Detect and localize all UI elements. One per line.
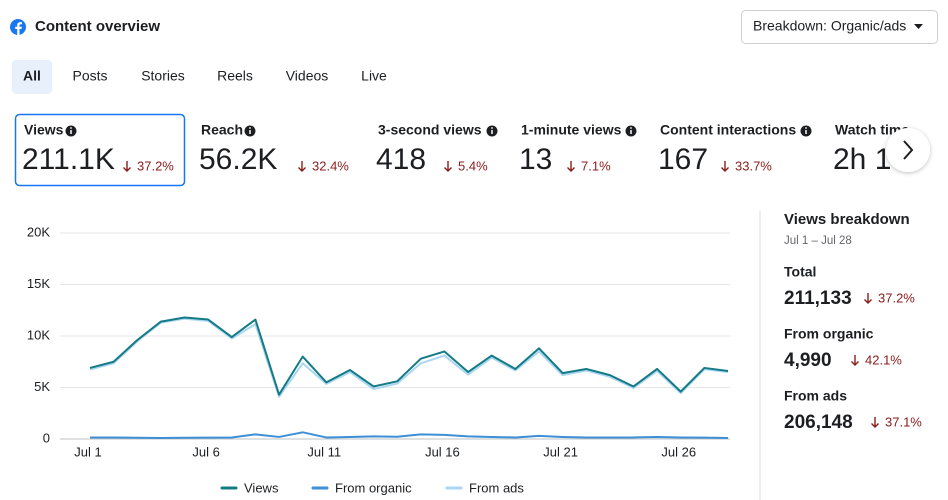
down-arrow bbox=[567, 161, 575, 172]
legend-label: Views bbox=[244, 480, 279, 495]
page-title: Content overview bbox=[35, 18, 160, 35]
down-arrow bbox=[871, 417, 879, 428]
tab[interactable]: Stories bbox=[141, 68, 185, 84]
dropdown-caret bbox=[914, 24, 923, 29]
down-arrow bbox=[444, 161, 452, 172]
info-icon-dot bbox=[630, 127, 632, 129]
metric-change: 7.1% bbox=[581, 158, 611, 173]
breakdown-dropdown[interactable] bbox=[741, 10, 938, 44]
breakdown-change: 37.1% bbox=[885, 414, 922, 429]
breakdown-label: From organic bbox=[784, 326, 874, 342]
down-arrow bbox=[721, 161, 729, 172]
series-line bbox=[89, 316, 729, 396]
metric-value: 418 bbox=[376, 143, 426, 176]
x-tick-label: Jul 1 bbox=[74, 444, 101, 459]
breakdown-label: Total bbox=[784, 264, 816, 280]
legend-label: From organic bbox=[335, 480, 412, 495]
down-arrow bbox=[298, 161, 306, 172]
info-icon-dot bbox=[249, 127, 251, 129]
y-tick-label: 5K bbox=[34, 379, 50, 394]
scroll-right-button[interactable] bbox=[886, 128, 930, 172]
metric-label[interactable]: 1-minute views bbox=[521, 122, 622, 138]
metric-label[interactable]: Content interactions bbox=[660, 122, 796, 138]
y-tick-label: 10K bbox=[27, 327, 50, 342]
metric-value: 13 bbox=[519, 143, 552, 176]
info-icon-dot bbox=[805, 127, 807, 129]
x-tick-label: Jul 21 bbox=[543, 444, 578, 459]
breakdown-value: 211,133 bbox=[784, 288, 852, 309]
series-line bbox=[89, 317, 729, 398]
breakdown-date: Jul 1 – Jul 28 bbox=[784, 235, 852, 247]
tab[interactable]: Videos bbox=[286, 68, 329, 84]
metric-selected-border bbox=[14, 113, 186, 187]
metric-change: 32.4% bbox=[312, 158, 349, 173]
breakdown-value: 206,148 bbox=[784, 412, 853, 433]
tab[interactable]: Reels bbox=[217, 68, 253, 84]
series-line bbox=[90, 431, 729, 439]
y-tick-label: 0 bbox=[43, 430, 50, 445]
chevron bbox=[903, 140, 914, 160]
y-tick-label: 20K bbox=[27, 224, 50, 239]
info-icon-dot bbox=[491, 127, 493, 129]
breakdown-title: Views breakdown bbox=[784, 211, 910, 228]
metric-value: 211.1K bbox=[22, 143, 115, 176]
metric-label[interactable]: Watch time bbox=[835, 122, 909, 138]
x-tick-label: Jul 16 bbox=[425, 444, 460, 459]
down-arrow bbox=[851, 355, 859, 366]
legend-label: From ads bbox=[469, 480, 524, 495]
y-tick-label: 15K bbox=[27, 276, 50, 291]
metric-value: 167 bbox=[658, 143, 708, 176]
dropdown-label: Breakdown: Organic/ads bbox=[753, 18, 906, 34]
tab[interactable]: Live bbox=[361, 68, 387, 84]
info-icon-dot bbox=[70, 127, 72, 129]
facebook-f bbox=[15, 22, 22, 35]
metric-label[interactable]: Views bbox=[24, 122, 64, 138]
x-tick-label: Jul 26 bbox=[661, 444, 696, 459]
metric-change: 5.4% bbox=[458, 158, 488, 173]
x-tick-label: Jul 6 bbox=[192, 444, 219, 459]
metric-value: 2h 1 bbox=[833, 143, 891, 176]
metric-label[interactable]: 3-second views bbox=[378, 122, 482, 138]
breakdown-change: 37.2% bbox=[878, 290, 915, 305]
metric-value: 56.2K bbox=[199, 143, 277, 176]
metric-change: 37.2% bbox=[137, 158, 174, 173]
tab[interactable]: Posts bbox=[72, 68, 107, 84]
breakdown-label: From ads bbox=[784, 388, 847, 404]
breakdown-change: 42.1% bbox=[865, 352, 902, 367]
tab-selected-bg bbox=[12, 60, 52, 94]
down-arrow bbox=[864, 293, 872, 304]
tab[interactable]: All bbox=[23, 68, 41, 84]
metric-change: 33.7% bbox=[735, 158, 772, 173]
metric-label[interactable]: Reach bbox=[201, 122, 243, 138]
down-arrow bbox=[123, 161, 131, 172]
x-tick-label: Jul 11 bbox=[307, 444, 341, 459]
breakdown-value: 4,990 bbox=[784, 350, 832, 371]
